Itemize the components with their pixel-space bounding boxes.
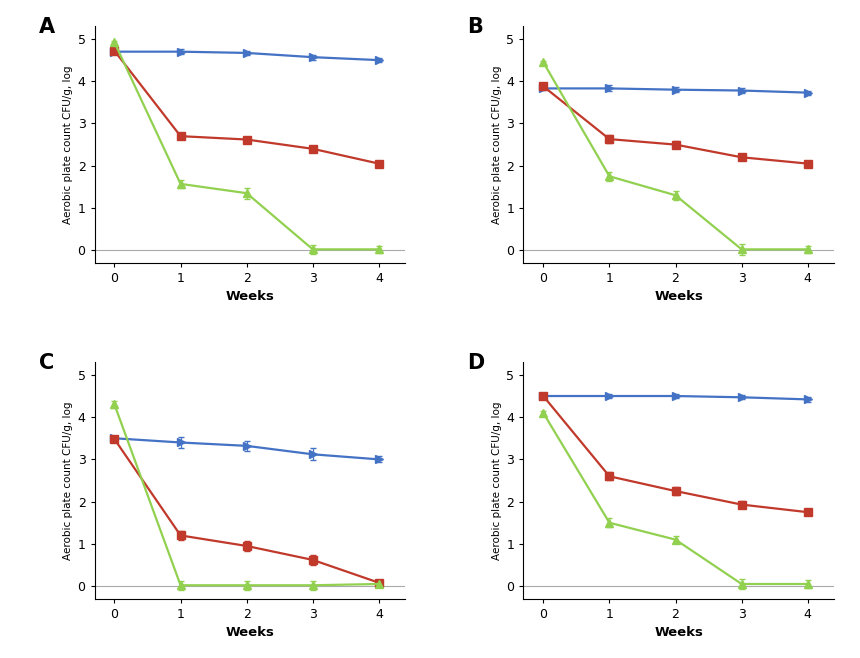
Y-axis label: Aerobic plate count CFU/g, log: Aerobic plate count CFU/g, log [492,401,502,560]
X-axis label: Weeks: Weeks [225,290,274,303]
Y-axis label: Aerobic plate count CFU/g, log: Aerobic plate count CFU/g, log [64,401,73,560]
Y-axis label: Aerobic plate count CFU/g, log: Aerobic plate count CFU/g, log [64,65,73,224]
Y-axis label: Aerobic plate count CFU/g, log: Aerobic plate count CFU/g, log [492,65,502,224]
Text: D: D [468,353,485,373]
X-axis label: Weeks: Weeks [225,626,274,640]
X-axis label: Weeks: Weeks [654,290,703,303]
Text: B: B [468,17,483,37]
Text: C: C [39,353,54,373]
X-axis label: Weeks: Weeks [654,626,703,640]
Text: A: A [39,17,55,37]
